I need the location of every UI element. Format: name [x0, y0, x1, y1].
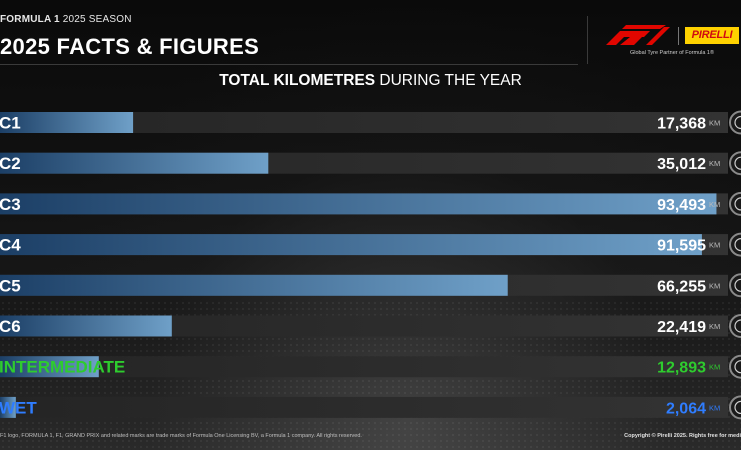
bar-track-intermediate	[0, 356, 728, 378]
unit-label-c4: KM	[709, 241, 720, 250]
bar-track-c1	[0, 112, 728, 133]
tyre-icon	[729, 151, 741, 176]
tyre-icon	[729, 395, 741, 420]
category-label-c2: C2	[0, 154, 21, 173]
value-label-c3: 93,493	[657, 197, 706, 214]
tyre-icon	[729, 314, 741, 338]
unit-label-c5: KM	[709, 281, 720, 290]
season-brand: FORMULA 1	[0, 14, 60, 25]
bar-c4	[0, 234, 702, 256]
tyre-icon	[729, 354, 741, 379]
bar-c3	[0, 193, 717, 215]
season-label: FORMULA 1 2025 SEASON	[0, 14, 132, 25]
bar-c6	[0, 315, 172, 337]
value-label-c4: 91,595	[657, 238, 706, 255]
unit-label-c6: KM	[709, 322, 720, 331]
category-label-c5: C5	[0, 276, 21, 295]
category-label-c6: C6	[0, 317, 21, 336]
category-label-c1: C1	[0, 114, 21, 133]
value-label-c2: 35,012	[657, 156, 706, 173]
bar-track-wet	[0, 396, 728, 418]
unit-label-c2: KM	[709, 159, 720, 168]
value-label-c5: 66,255	[657, 278, 706, 295]
f1-logo-icon	[606, 25, 670, 45]
category-label-wet: WET	[0, 398, 37, 417]
category-label-c4: C4	[0, 236, 21, 255]
bar-track-c6	[0, 315, 728, 337]
pirelli-logo: PIRELLI	[685, 27, 739, 44]
bar-c2	[0, 152, 269, 174]
category-label-c3: C3	[0, 195, 21, 214]
chart-title: TOTAL KILOMETRES DURING THE YEAR	[0, 72, 741, 90]
value-label-intermediate: 12,893	[657, 360, 706, 377]
season-year: 2025 SEASON	[62, 14, 132, 25]
tyre-icon	[729, 232, 741, 257]
page-title: 2025 FACTS & FIGURES	[0, 34, 260, 59]
tyre-icon	[729, 273, 741, 298]
tyre-icon	[729, 110, 741, 135]
chart-title-strong: TOTAL KILOMETRES	[219, 72, 376, 89]
category-label-intermediate: INTERMEDIATE	[0, 358, 125, 377]
chart-title-light: DURING THE YEAR	[379, 72, 522, 89]
header-divider	[0, 64, 578, 65]
tyre-icon	[729, 191, 741, 216]
value-label-wet: 2,064	[666, 400, 706, 417]
bar-intermediate	[0, 356, 99, 378]
bar-wet	[0, 396, 16, 418]
unit-label-wet: KM	[709, 403, 720, 412]
value-label-c6: 22,419	[657, 319, 706, 336]
trademark-notice: F1 logo, FORMULA 1, F1, GRAND PRIX and r…	[0, 433, 362, 439]
bar-c5	[0, 274, 508, 296]
bar-c1	[0, 112, 134, 133]
unit-label-intermediate: KM	[709, 363, 720, 372]
header-vertical-divider	[587, 16, 588, 64]
logo-separator	[678, 27, 679, 45]
copyright-notice: Copyright © Pirelli 2025. Rights free fo…	[624, 433, 741, 439]
unit-label-c1: KM	[709, 119, 720, 128]
partner-tagline: Global Tyre Partner of Formula 1®	[630, 50, 715, 56]
unit-label-c3: KM	[709, 200, 720, 209]
value-label-c1: 17,368	[657, 116, 706, 133]
